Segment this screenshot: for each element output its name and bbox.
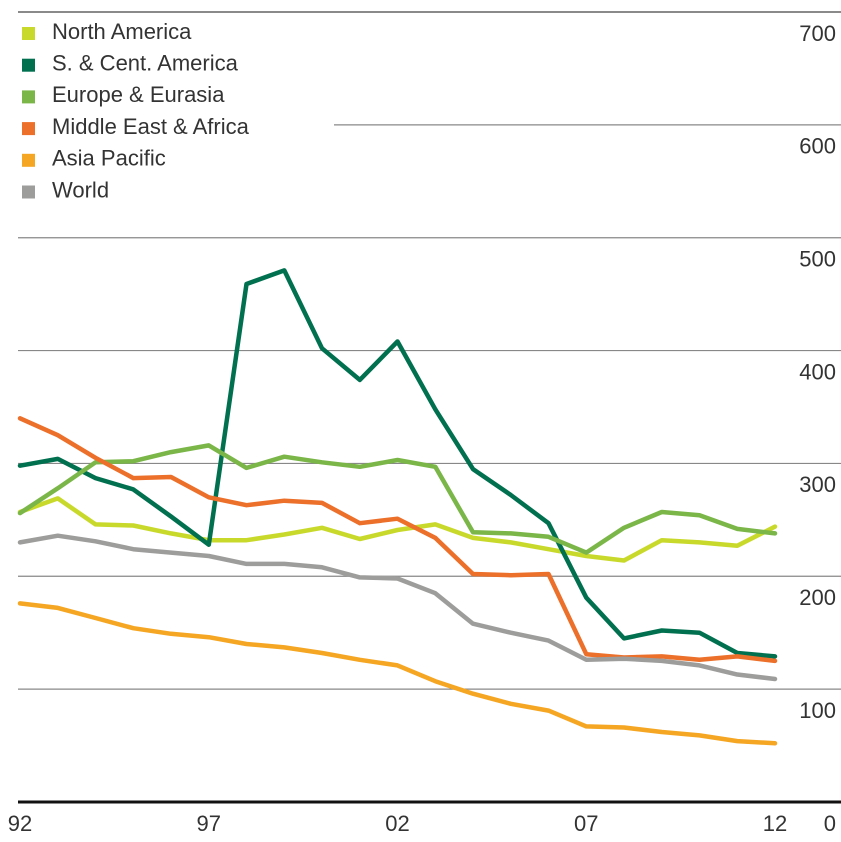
legend-swatch: [22, 185, 35, 199]
legend-label: Asia Pacific: [52, 146, 166, 171]
x-tick-label: 12: [763, 811, 787, 836]
x-tick-label: 97: [197, 811, 221, 836]
series-line: [17, 601, 778, 746]
legend-label: Middle East & Africa: [52, 114, 250, 139]
y-tick-label: 400: [799, 359, 836, 384]
y-tick-label: 300: [799, 472, 836, 497]
legend-background: [14, 15, 334, 207]
y-tick-label: 500: [799, 247, 836, 272]
series-line: [17, 496, 778, 563]
series-line: [17, 416, 778, 664]
legend-swatch: [22, 122, 35, 136]
legend-label: Europe & Eurasia: [52, 82, 225, 107]
legend-label: S. & Cent. America: [52, 51, 239, 76]
legend-swatch: [22, 90, 35, 104]
legend-swatch: [22, 27, 35, 40]
series-line: [17, 533, 778, 682]
legend-swatch: [22, 153, 35, 167]
legend-swatch: [22, 58, 35, 72]
y-tick-label: 200: [799, 585, 836, 610]
legend-label: World: [52, 177, 109, 202]
y-tick-label: 0: [824, 811, 836, 836]
x-tick-label: 02: [385, 811, 409, 836]
y-tick-label: 600: [799, 134, 836, 159]
x-tick-label: 92: [8, 811, 32, 836]
series-line: [17, 443, 778, 555]
series-line: [17, 268, 778, 659]
legend-label: North America: [52, 19, 192, 44]
y-tick-label: 700: [799, 21, 836, 46]
y-tick-label: 100: [799, 698, 836, 723]
x-tick-label: 07: [574, 811, 598, 836]
